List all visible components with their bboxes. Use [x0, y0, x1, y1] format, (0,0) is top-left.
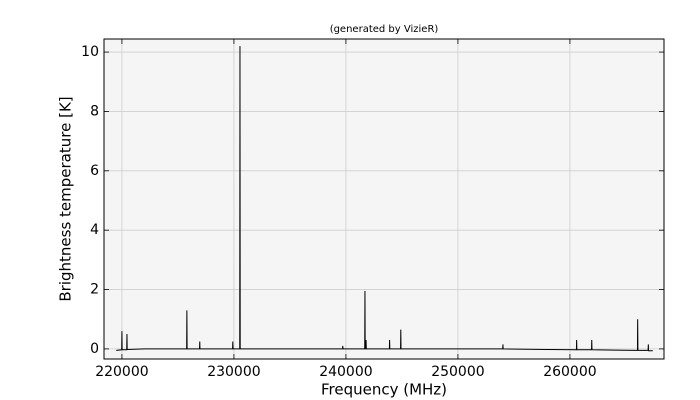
x-tick-label: 260000: [543, 364, 596, 380]
chart-title: (generated by VizieR): [330, 24, 439, 35]
y-tick-label: 0: [90, 341, 99, 357]
plot-frame: [103, 38, 665, 360]
x-tick-label: 250000: [431, 364, 484, 380]
y-axis-label: Brightness temperature [K]: [57, 96, 75, 301]
y-tick-label: 8: [90, 103, 99, 119]
y-tick-label: 2: [90, 282, 99, 298]
spectrum-line: [116, 46, 653, 352]
x-tick-label: 230000: [207, 364, 260, 380]
x-tick-label: 220000: [95, 364, 148, 380]
x-axis-label: Frequency (MHz): [321, 381, 447, 399]
x-tick-label: 240000: [319, 364, 372, 380]
y-tick-label: 6: [90, 163, 99, 179]
plot-background: [104, 39, 664, 359]
y-tick-label: 10: [81, 44, 99, 60]
y-tick-label: 4: [90, 222, 99, 238]
